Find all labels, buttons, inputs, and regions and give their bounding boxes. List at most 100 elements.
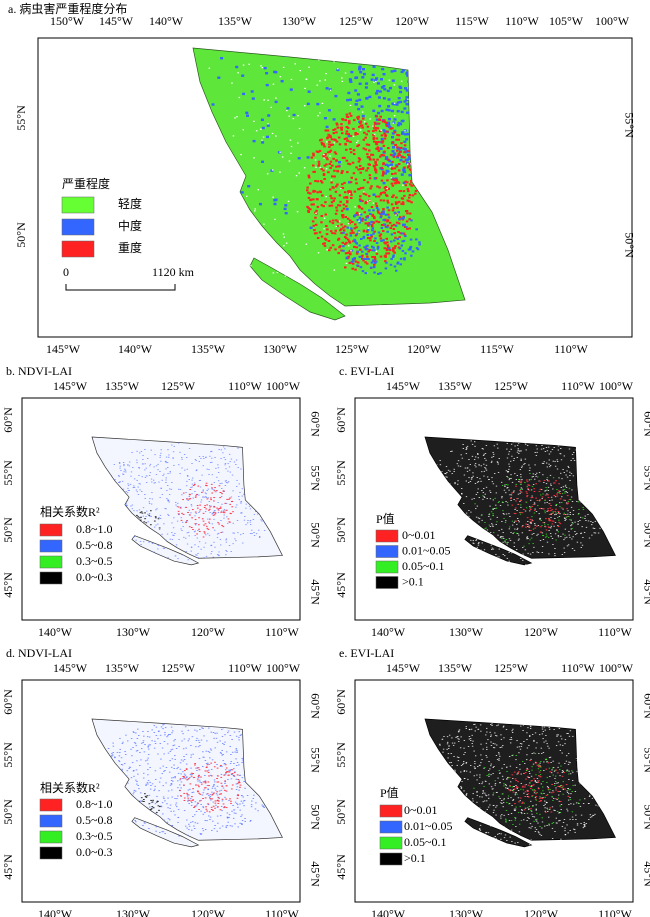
map-frame <box>21 679 301 903</box>
map-pixel <box>179 784 181 786</box>
map-pixel <box>393 152 397 155</box>
map-pixel <box>130 475 132 477</box>
map-pixel <box>196 737 198 739</box>
map-pixel <box>306 186 309 189</box>
map-pixel <box>162 831 165 833</box>
map-pixel <box>490 774 492 776</box>
map-pixel <box>205 555 208 557</box>
legend-label: 0.3~0.5 <box>76 554 113 568</box>
map-pixel <box>395 138 398 141</box>
map-pixel <box>166 736 168 738</box>
map-pixel <box>163 548 166 549</box>
map-pixel <box>579 516 582 518</box>
map-pixel <box>506 543 508 545</box>
map-pixel <box>484 493 486 495</box>
map-pixel <box>345 241 348 244</box>
map-pixel <box>508 468 510 470</box>
map-pixel <box>528 558 531 560</box>
province-map <box>417 716 615 847</box>
map-pixel <box>402 239 406 242</box>
map-pixel <box>481 471 483 473</box>
map-pixel <box>237 781 240 783</box>
map-pixel <box>364 201 368 204</box>
map-pixel <box>266 173 269 175</box>
map-pixel <box>194 557 196 559</box>
map-pixel <box>514 512 517 514</box>
map-pixel <box>468 549 471 551</box>
map-pixel <box>535 455 538 456</box>
map-pixel <box>453 493 455 495</box>
map-pixel <box>212 809 214 811</box>
map-pixel <box>524 481 526 483</box>
map-pixel <box>114 787 116 789</box>
map-pixel <box>268 802 270 804</box>
map-pixel <box>540 448 543 450</box>
map-pixel <box>330 204 334 207</box>
map-pixel <box>209 796 212 798</box>
map-pixel <box>314 216 317 219</box>
map-pixel <box>182 554 184 556</box>
map-pixel <box>137 805 139 807</box>
map-pixel <box>147 458 149 459</box>
map-pixel <box>372 130 375 132</box>
map-pixel <box>471 734 473 736</box>
map-pixel <box>229 798 231 800</box>
map-pixel <box>547 438 549 440</box>
map-pixel <box>239 822 241 824</box>
map-pixel <box>117 779 120 781</box>
map-pixel <box>221 488 223 489</box>
map-pixel <box>377 195 381 198</box>
map-pixel <box>151 481 153 483</box>
map-pixel <box>325 233 329 236</box>
map-pixel <box>121 768 124 770</box>
map-pixel <box>212 786 214 788</box>
map-pixel <box>155 153 158 155</box>
map-pixel <box>279 171 281 173</box>
map-pixel <box>519 492 521 494</box>
map-pixel <box>247 520 249 521</box>
map-pixel <box>225 751 228 753</box>
map-pixel <box>110 474 112 476</box>
map-pixel <box>149 781 151 783</box>
map-pixel <box>271 776 274 778</box>
legend-title: 相关系数R² <box>40 504 100 519</box>
map-pixel <box>376 246 380 249</box>
map-pixel <box>204 505 207 507</box>
map-pixel <box>361 257 364 260</box>
map-pixel <box>453 468 455 470</box>
map-pixel <box>511 524 514 526</box>
map-pixel <box>496 725 498 727</box>
map-pixel <box>214 802 217 804</box>
map-pixel <box>539 480 541 482</box>
map-pixel <box>206 810 208 812</box>
map-pixel <box>569 762 571 764</box>
map-pixel <box>554 810 556 812</box>
map-pixel <box>516 456 519 458</box>
map-pixel <box>269 787 272 788</box>
map-pixel <box>525 491 528 493</box>
map-pixel <box>132 770 135 772</box>
map-pixel <box>607 502 609 504</box>
map-pixel <box>454 811 456 813</box>
map-pixel <box>102 517 104 519</box>
map-pixel <box>505 513 508 515</box>
map-pixel <box>471 535 473 536</box>
map-pixel <box>449 515 451 517</box>
map-pixel <box>172 451 175 453</box>
map-pixel <box>564 534 566 536</box>
map-pixel <box>357 205 361 208</box>
map-pixel <box>129 111 132 113</box>
map-pixel <box>182 499 184 501</box>
map-pixel <box>249 533 252 534</box>
map-pixel <box>487 770 490 772</box>
map-pixel <box>235 812 237 814</box>
map-pixel <box>508 528 511 530</box>
map-pixel <box>231 474 234 476</box>
map-pixel <box>392 255 395 258</box>
map-pixel <box>505 470 508 472</box>
map-pixel <box>444 490 447 492</box>
map-pixel <box>163 473 165 475</box>
map-pixel <box>365 169 368 172</box>
map-pixel <box>146 532 148 533</box>
map-pixel <box>212 732 215 733</box>
